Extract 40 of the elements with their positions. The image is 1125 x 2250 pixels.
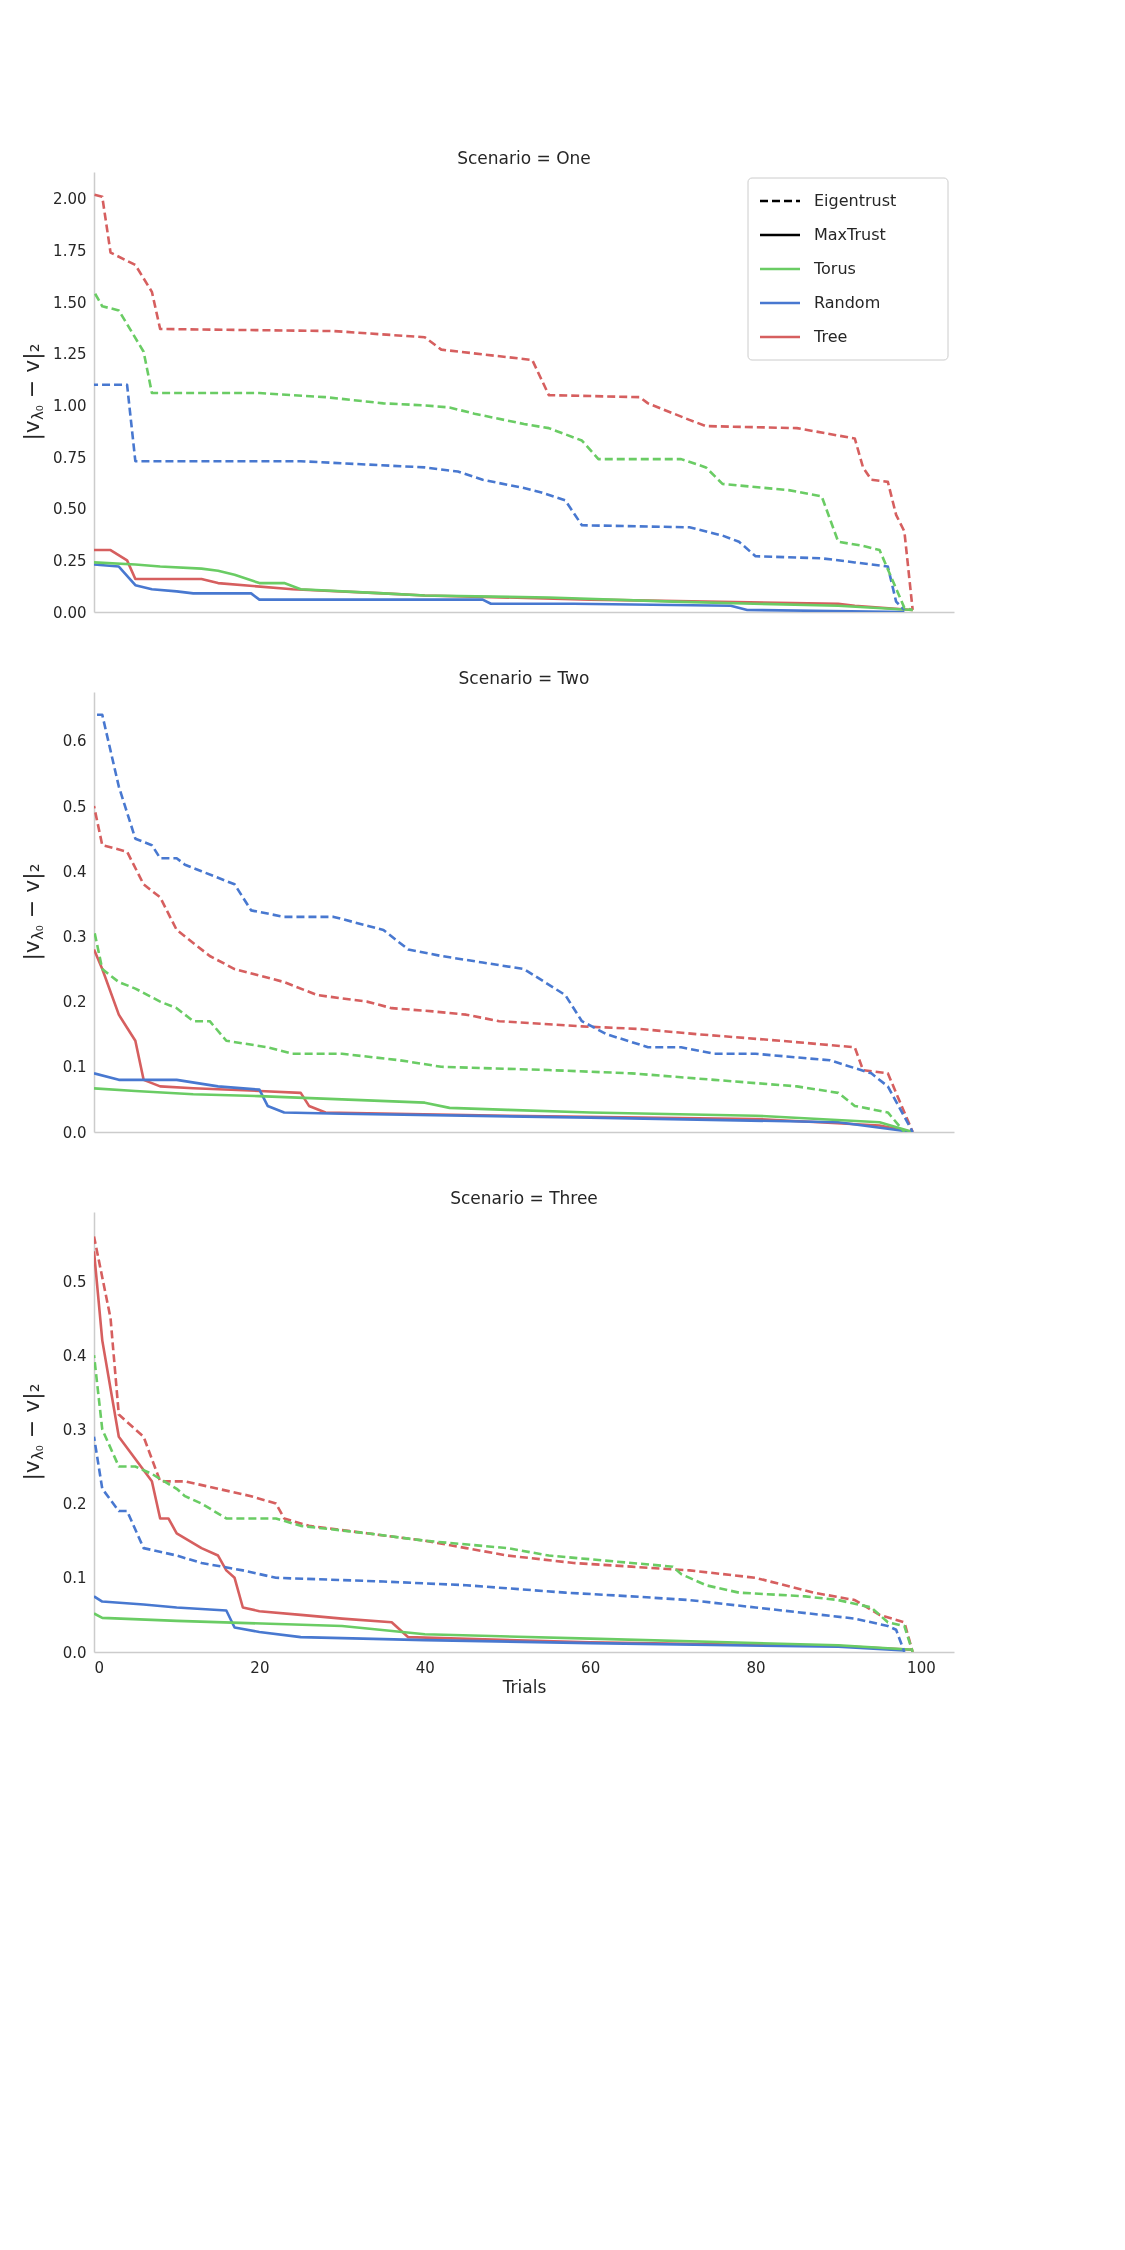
x-tick-label: 40 bbox=[415, 1658, 435, 1677]
y-tick-label: 2.00 bbox=[53, 190, 87, 209]
annotation: Eigentrust bbox=[814, 191, 897, 210]
y-tick-label: 0.50 bbox=[53, 500, 87, 519]
legend-label: Tree bbox=[813, 327, 848, 346]
x-axis-title: Trials bbox=[501, 1676, 547, 1697]
y-tick-label: 1.25 bbox=[53, 345, 87, 364]
y-axis-title: |vλ₀ − v|₂ bbox=[19, 863, 47, 961]
y-tick-label: 0.2 bbox=[62, 993, 87, 1012]
x-tick-label: 0 bbox=[94, 1658, 105, 1677]
y-tick-label: 0.1 bbox=[62, 1058, 87, 1077]
x-tick-label: 100 bbox=[907, 1658, 936, 1677]
y-tick-label: 1.75 bbox=[53, 242, 87, 260]
x-tick-label: 60 bbox=[581, 1658, 601, 1677]
chart-title: Scenario = Three bbox=[450, 1188, 598, 1208]
annotation: MaxTrust bbox=[814, 225, 886, 244]
y-tick-label: 0.4 bbox=[62, 1346, 87, 1365]
y-tick-label: 0.5 bbox=[62, 1272, 87, 1291]
x-tick-label: 20 bbox=[250, 1658, 270, 1677]
y-tick-label: 0.1 bbox=[62, 1569, 87, 1588]
legend-label: Torus bbox=[813, 259, 856, 278]
y-tick-label: 1.50 bbox=[53, 293, 87, 312]
y-tick-label: 1.00 bbox=[53, 396, 87, 415]
chart-title: Scenario = Two bbox=[458, 668, 590, 688]
y-tick-label: 0.5 bbox=[62, 797, 87, 816]
x-tick-label: 80 bbox=[746, 1658, 766, 1677]
y-tick-label: 0.75 bbox=[53, 448, 87, 467]
y-tick-label: 0.00 bbox=[53, 603, 87, 622]
y-tick-label: 0.6 bbox=[62, 732, 87, 751]
y-tick-label: 0.3 bbox=[62, 1420, 87, 1439]
y-tick-label: 0.2 bbox=[62, 1495, 87, 1514]
legend-label: Random bbox=[814, 293, 881, 312]
y-axis-title: |vλ₀ − v|₂ bbox=[19, 1383, 47, 1481]
y-tick-label: 0.4 bbox=[62, 862, 87, 881]
y-axis-title: |vλ₀ − v|₂ bbox=[19, 343, 47, 441]
y-tick-label: 0.25 bbox=[53, 551, 87, 570]
y-tick-label: 0.0 bbox=[62, 1123, 87, 1142]
chart-title: Scenario = One bbox=[457, 148, 591, 168]
y-tick-label: 0.3 bbox=[62, 927, 87, 946]
y-tick-label: 0.0 bbox=[62, 1643, 87, 1662]
